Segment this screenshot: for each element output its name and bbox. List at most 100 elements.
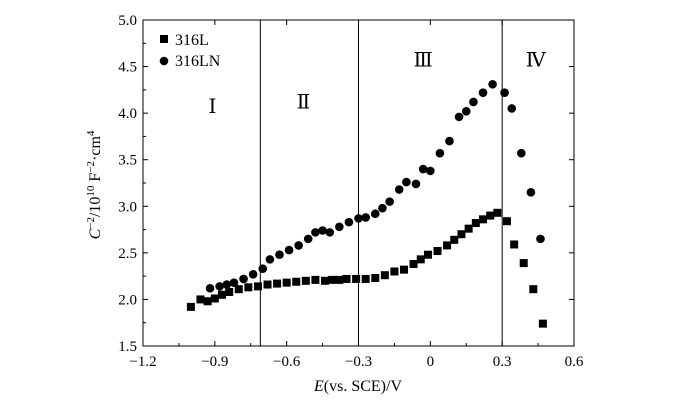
y-tick-label: 1.5 bbox=[118, 339, 137, 355]
point-316l bbox=[510, 240, 519, 249]
point-316l bbox=[196, 295, 205, 304]
y-axis-label-mid: /10 bbox=[87, 197, 104, 217]
y-axis-label-sup4: 4 bbox=[85, 130, 97, 136]
point-316ln bbox=[284, 245, 294, 255]
point-316ln bbox=[454, 112, 464, 122]
point-316ln bbox=[239, 274, 248, 284]
point-316ln bbox=[318, 226, 327, 235]
point-316l bbox=[380, 271, 389, 280]
y-tick-label: 3.5 bbox=[118, 153, 137, 169]
point-316l bbox=[263, 280, 272, 289]
region-label-1: Ⅰ bbox=[208, 96, 216, 118]
point-316ln bbox=[418, 164, 428, 174]
point-316l bbox=[371, 274, 380, 283]
point-316ln bbox=[361, 213, 370, 222]
point-316ln bbox=[426, 166, 435, 176]
point-316l bbox=[361, 274, 370, 283]
data-series bbox=[186, 79, 547, 328]
point-316l bbox=[479, 215, 488, 224]
point-316l bbox=[203, 297, 212, 306]
point-316l bbox=[519, 259, 528, 268]
y-tick-label: 2.5 bbox=[118, 246, 137, 262]
legend-label-316ln: 316LN bbox=[175, 53, 221, 70]
point-316l bbox=[493, 208, 502, 217]
y-axis-label-sup3: −2 bbox=[85, 161, 97, 173]
point-316ln bbox=[394, 185, 404, 194]
legend-label-316l: 316L bbox=[175, 32, 209, 49]
point-316ln bbox=[294, 241, 303, 250]
point-316ln bbox=[536, 234, 545, 244]
point-316ln bbox=[354, 214, 363, 223]
x-tick-label: 0 bbox=[427, 354, 435, 370]
point-316l bbox=[409, 260, 418, 269]
x-tick-label: −0.9 bbox=[201, 354, 228, 370]
y-tick-label: 5.0 bbox=[118, 13, 137, 29]
point-316ln bbox=[517, 148, 526, 158]
point-316ln bbox=[488, 79, 497, 89]
point-316ln bbox=[469, 97, 478, 107]
region-label-4: Ⅳ bbox=[526, 50, 547, 72]
point-316ln bbox=[222, 280, 232, 289]
point-316l bbox=[399, 265, 408, 274]
point-316ln bbox=[445, 136, 454, 146]
point-316ln bbox=[215, 282, 224, 291]
point-316ln bbox=[402, 177, 411, 187]
x-axis-label-rest: (vs. SCE)/V bbox=[324, 378, 403, 395]
point-316l bbox=[234, 285, 243, 294]
point-316l bbox=[328, 275, 337, 284]
x-axis: −1.2 −0.9 −0.6 −0.3 0 0.3 0.6 bbox=[129, 20, 584, 370]
y-axis-label-variable: C bbox=[87, 228, 104, 239]
point-316l bbox=[292, 277, 301, 286]
point-316ln bbox=[325, 228, 335, 237]
point-316l bbox=[352, 274, 361, 283]
x-axis-label-variable: E bbox=[313, 378, 324, 395]
x-tick-label: −1.2 bbox=[129, 354, 156, 370]
point-316ln bbox=[370, 209, 380, 219]
point-316ln bbox=[248, 269, 258, 279]
point-316ln bbox=[385, 197, 394, 206]
point-316l bbox=[244, 283, 253, 292]
point-316l bbox=[342, 274, 351, 283]
point-316ln bbox=[335, 222, 344, 232]
point-316l bbox=[502, 217, 511, 226]
legend: 316L 316LN bbox=[159, 32, 221, 70]
point-316l bbox=[273, 279, 282, 288]
point-316ln bbox=[507, 104, 517, 113]
x-axis-label: E(vs. SCE)/V bbox=[313, 378, 402, 395]
series-316ln bbox=[205, 79, 545, 293]
point-316l bbox=[335, 275, 344, 284]
point-316l bbox=[486, 211, 495, 220]
point-316ln bbox=[500, 88, 509, 97]
y-axis-label-sup1: −2 bbox=[85, 217, 97, 229]
point-316ln bbox=[461, 106, 471, 116]
point-316ln bbox=[265, 255, 275, 264]
point-316ln bbox=[526, 188, 536, 197]
y-tick-label: 4.5 bbox=[118, 60, 137, 76]
point-316ln bbox=[478, 88, 488, 97]
y-axis-label-sup2: 10 bbox=[85, 185, 97, 197]
point-316ln bbox=[303, 234, 313, 244]
legend-marker-316ln bbox=[159, 56, 169, 66]
x-tick-label: 0.3 bbox=[493, 354, 512, 370]
y-axis-label-unit: F bbox=[87, 173, 104, 186]
region-label-3: Ⅲ bbox=[414, 50, 433, 72]
point-316l bbox=[529, 285, 538, 294]
region-dividers bbox=[259, 20, 503, 346]
point-316l bbox=[464, 224, 473, 233]
point-316ln bbox=[411, 179, 421, 189]
y-axis-label: C−2/1010 F−2·cm4 bbox=[85, 130, 104, 239]
y-tick-label: 3.0 bbox=[118, 199, 137, 215]
point-316l bbox=[471, 219, 480, 228]
x-tick-label: 0.6 bbox=[565, 354, 584, 370]
point-316l bbox=[301, 276, 310, 285]
point-316l bbox=[423, 250, 432, 259]
point-316l bbox=[210, 294, 219, 303]
point-316l bbox=[457, 230, 466, 239]
point-316l bbox=[225, 287, 234, 296]
point-316l bbox=[253, 282, 262, 291]
point-316l bbox=[320, 276, 329, 285]
point-316ln bbox=[435, 148, 445, 158]
point-316l bbox=[218, 290, 227, 299]
x-tick-label: −0.6 bbox=[273, 354, 301, 370]
point-316ln bbox=[344, 217, 354, 227]
